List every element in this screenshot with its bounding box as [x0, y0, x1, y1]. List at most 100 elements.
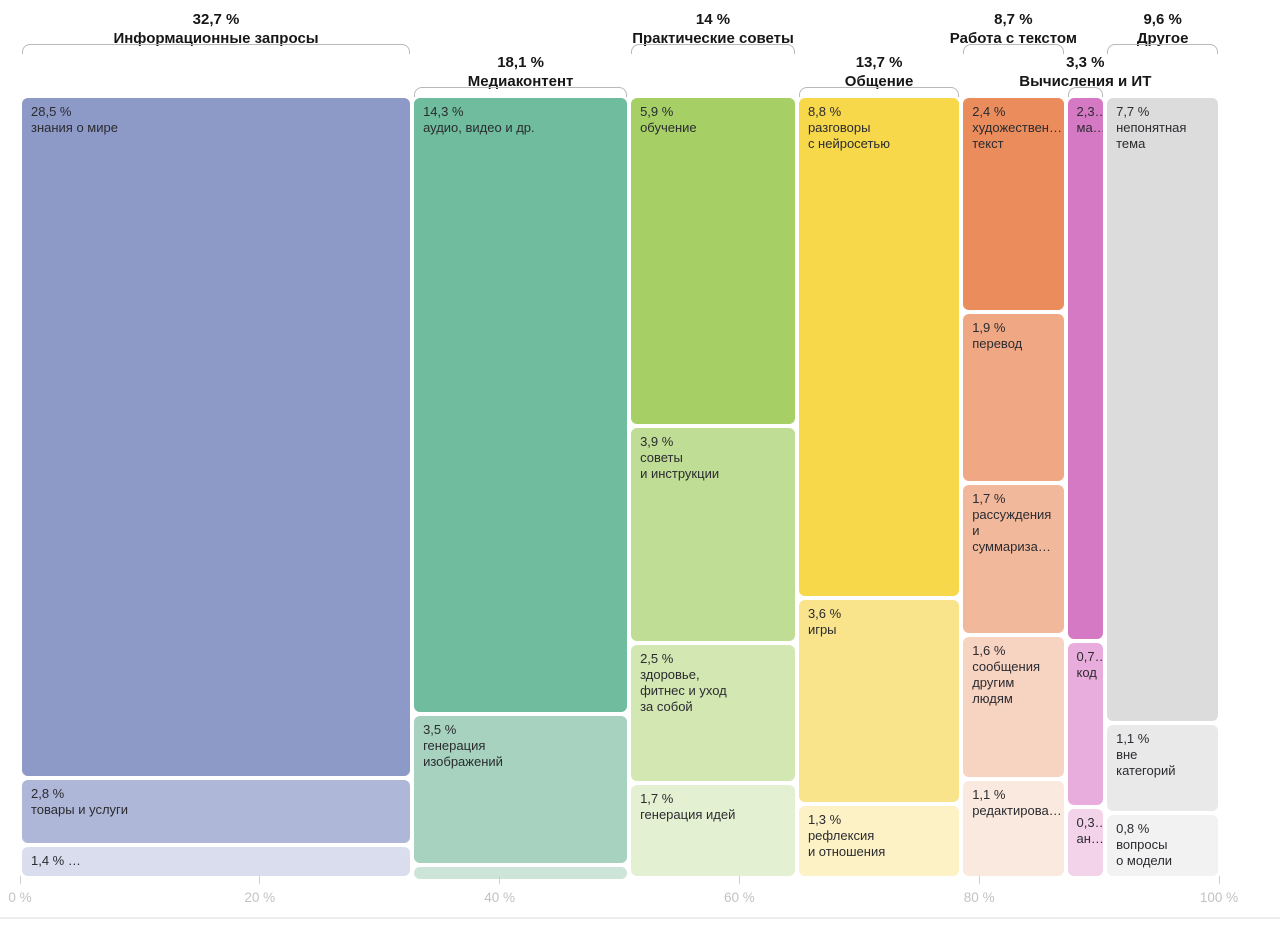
block-label: ан… — [1076, 830, 1104, 846]
block-pct: 0,8 % — [1116, 820, 1150, 836]
group-header-5: 8,7 % Работа с текстом — [950, 10, 1077, 48]
block-label: рефлексия и отношения — [807, 827, 886, 859]
block-pct: 3,9 % — [640, 433, 674, 449]
category-block[interactable]: 7,7 % непонятная тема — [1107, 98, 1219, 722]
block-pct: 2,8 % — [31, 785, 65, 801]
axis-tick — [978, 876, 980, 884]
category-block[interactable]: 3,5 % генерация изображений — [414, 715, 628, 864]
block-label: сообщения другим людям — [972, 659, 1041, 707]
group-bracket-5 — [963, 44, 1064, 54]
group-pct-label: 8,7 % — [994, 11, 1033, 28]
category-block[interactable]: 2,4 % художествен… текст — [963, 98, 1064, 310]
block-label: разговоры с нейросетью — [807, 120, 890, 151]
category-block[interactable]: 0,8 % вопросы о модели — [1107, 814, 1219, 876]
group-pct-label: 18,1 % — [497, 54, 544, 71]
category-block[interactable]: 28,5 % знания о мире — [22, 98, 411, 776]
axis-tick-label: 100 % — [1199, 890, 1239, 905]
category-block[interactable]: 1,7 % рассуждения и суммариза… — [963, 484, 1064, 634]
block-pct: 2,5 % — [640, 651, 674, 667]
group-pct-label: 9,6 % — [1143, 11, 1182, 28]
block-pct: 1,3 % — [807, 811, 842, 827]
category-block[interactable]: 1,6 % сообщения другим людям — [963, 637, 1064, 778]
block-pct: 0,3… — [1076, 814, 1104, 830]
group-name-label: Медиаконтент — [467, 73, 574, 90]
block-label: вопросы о модели — [1116, 836, 1173, 868]
group-header-6: 3,3 % Вычисления и ИТ — [1019, 53, 1151, 91]
group-header-2: 18,1 % Медиаконтент — [468, 53, 574, 91]
axis-tick — [499, 876, 501, 884]
block-label: ма… — [1076, 120, 1104, 135]
bottom-divider — [0, 917, 1280, 919]
axis-tick-label: 80 % — [963, 890, 995, 905]
group-header-7: 9,6 % Другое — [1137, 10, 1189, 48]
group-name-label: Практические советы — [632, 30, 794, 47]
axis-tick-label: 0 % — [8, 890, 32, 905]
block-pct: 8,8 % — [807, 104, 842, 119]
category-block[interactable]: 2,3…ма… — [1067, 98, 1104, 640]
block-pct: 1,4 % … — [31, 852, 81, 868]
block-pct: 2,3… — [1076, 104, 1104, 119]
block-label: аудио, видео и др. — [423, 120, 535, 135]
block-pct: 3,6 % — [807, 606, 842, 622]
block-pct: 1,6 % — [972, 643, 1006, 659]
group-header-1: 32,7 % Информационные запросы — [113, 10, 318, 48]
block-pct: 14,3 % — [423, 104, 464, 119]
category-block[interactable] — [414, 867, 628, 880]
category-block[interactable]: 1,3 % рефлексия и отношения — [798, 805, 960, 876]
group-name-label: Общение — [844, 73, 914, 90]
category-block[interactable]: 2,5 % здоровье, фитнес и уход за собой — [631, 645, 795, 782]
category-block[interactable]: 2,8 % товары и услуги — [22, 779, 411, 843]
block-label: художествен… текст — [972, 120, 1062, 151]
category-block[interactable]: 3,6 % игры — [798, 600, 960, 802]
group-pct-label: 13,7 % — [855, 54, 903, 71]
group-bracket-2 — [414, 87, 628, 97]
axis-tick — [259, 876, 261, 884]
group-pct-label: 32,7 % — [192, 11, 240, 28]
group-bracket-6 — [1067, 87, 1104, 97]
group-name-label: Информационные запросы — [113, 30, 319, 47]
axis-tick — [19, 876, 21, 884]
block-label: советы и инструкции — [640, 449, 720, 481]
block-pct: 3,5 % — [423, 721, 457, 737]
block-pct: 1,7 % — [640, 791, 674, 807]
block-label: знания о мире — [31, 120, 118, 135]
category-block[interactable]: 14,3 % аудио, видео и др. — [414, 98, 628, 712]
block-label: перевод — [972, 335, 1023, 351]
block-pct: 1,7 % — [972, 490, 1006, 506]
block-pct: 5,9 % — [640, 104, 674, 119]
category-block[interactable]: 0,3…ан… — [1067, 808, 1104, 876]
group-name-label: Другое — [1136, 30, 1189, 47]
category-block[interactable]: 1,1 % вне категорий — [1107, 725, 1219, 811]
block-label: редактирова… — [972, 803, 1062, 819]
category-block[interactable]: 1,9 % перевод — [963, 313, 1064, 481]
category-block[interactable]: 1,4 % … — [22, 846, 411, 876]
group-name-label: Работа с текстом — [949, 30, 1077, 47]
block-label: вне категорий — [1116, 747, 1176, 779]
axis-tick-label: 40 % — [484, 890, 515, 905]
block-label: игры — [807, 622, 837, 638]
category-block[interactable]: 8,8 % разговоры с нейросетью — [798, 98, 960, 597]
block-pct: 1,1 % — [1116, 731, 1150, 747]
group-header-4: 13,7 % Общение — [845, 53, 914, 91]
axis-tick-label: 20 % — [244, 890, 276, 905]
group-bracket-1 — [22, 44, 411, 54]
category-block[interactable]: 5,9 % обучение — [631, 98, 795, 424]
group-pct-label: 3,3 % — [1066, 54, 1105, 71]
block-label: здоровье, фитнес и уход за собой — [640, 667, 727, 715]
block-pct: 1,9 % — [972, 319, 1006, 335]
block-label: генерация идей — [640, 807, 736, 823]
block-pct: 2,4 % — [972, 104, 1006, 119]
block-label: генерация изображений — [423, 737, 503, 769]
block-pct: 28,5 % — [31, 104, 72, 119]
block-label: обучение — [640, 120, 697, 135]
block-label: непонятная тема — [1116, 120, 1187, 151]
group-bracket-3 — [631, 44, 795, 54]
group-pct-label: 14 % — [695, 11, 731, 28]
block-label: рассуждения и суммариза… — [972, 506, 1052, 554]
category-block[interactable]: 3,9 % советы и инструкции — [631, 427, 795, 642]
category-block[interactable]: 1,7 % генерация идей — [631, 785, 795, 876]
block-label: товары и услуги — [31, 801, 129, 817]
category-block[interactable]: 1,1 % редактирова… — [963, 781, 1064, 876]
category-block[interactable]: 0,7…код — [1067, 643, 1104, 805]
